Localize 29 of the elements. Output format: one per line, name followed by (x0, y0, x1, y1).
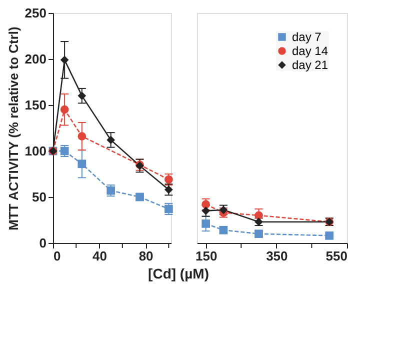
legend-label: day 14 (292, 44, 328, 58)
point (78, 132, 86, 140)
legend-label: day 21 (292, 58, 328, 72)
point (78, 92, 86, 100)
y-tick-label: 100 (24, 144, 46, 158)
point (60, 146, 69, 156)
x-tick-label: 40 (92, 248, 108, 264)
y-axis-title: MTT ACTIVITY (% relative to Ctrl) (6, 26, 21, 230)
point (164, 204, 173, 214)
point (78, 160, 86, 168)
point (106, 186, 116, 195)
legend-label: day 7 (292, 30, 322, 44)
point (106, 136, 116, 144)
x-tick-label: 80 (138, 248, 154, 264)
y-tick-label: 50 (32, 190, 46, 204)
y-tick-label: 200 (24, 52, 46, 66)
point (164, 175, 173, 184)
x-tick-label: 350 (266, 248, 288, 264)
point (60, 105, 69, 114)
y-tick-label: 0 (39, 236, 46, 250)
x-tick-label: 0 (54, 248, 61, 264)
y-tick-label: 250 (24, 6, 46, 20)
point (136, 192, 144, 202)
point (60, 56, 69, 64)
point (164, 185, 173, 194)
x-tick-label: 550 (326, 248, 348, 264)
x-tick-label: 150 (195, 248, 218, 264)
x-axis-title: [Cd] (µM) (148, 266, 209, 282)
y-tick-label: 150 (24, 98, 46, 112)
